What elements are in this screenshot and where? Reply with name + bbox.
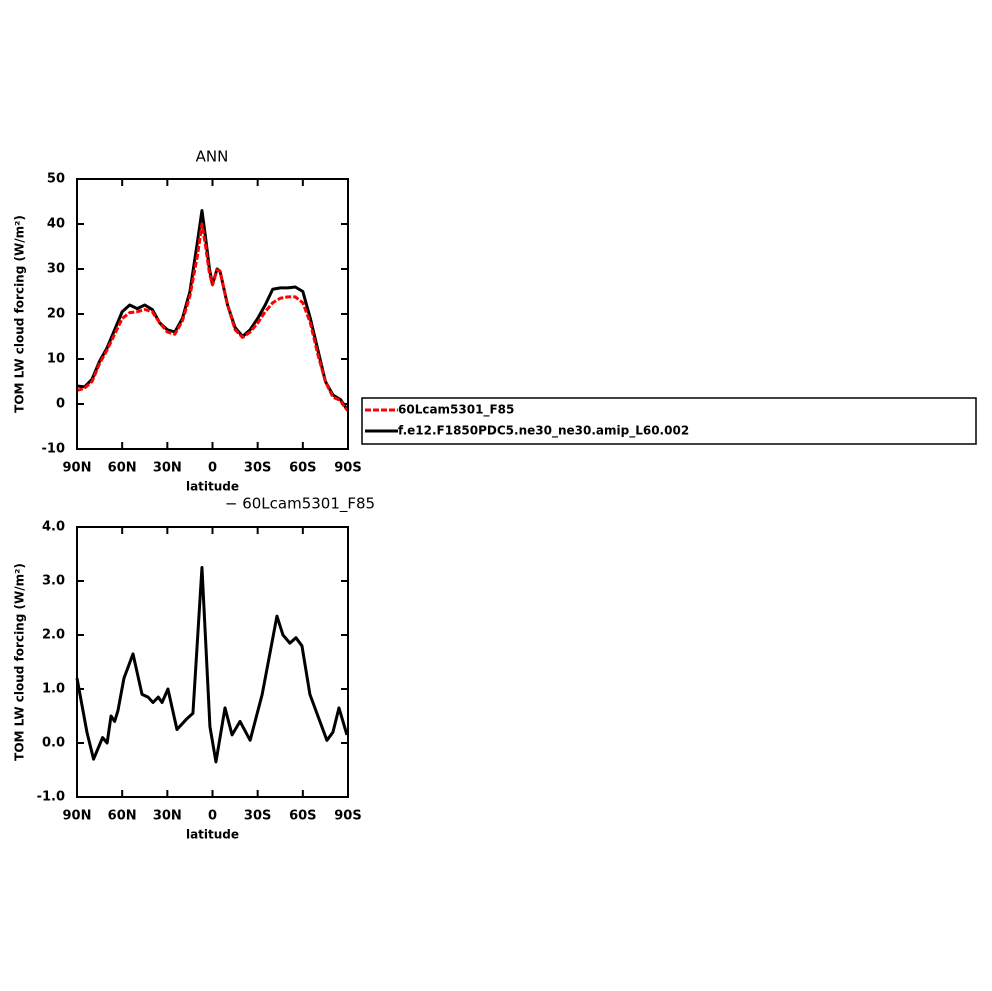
y-tick-label: 40 bbox=[47, 217, 65, 232]
x-tick-label: 90N bbox=[63, 461, 92, 476]
x-tick-label: 0 bbox=[208, 809, 217, 824]
x-tick-label: 60S bbox=[289, 461, 316, 476]
y-tick-label: 2.0 bbox=[42, 628, 65, 643]
x-tick-label: 90S bbox=[334, 809, 361, 824]
x-tick-label: 90N bbox=[63, 809, 92, 824]
y-tick-label: -10 bbox=[42, 442, 66, 457]
series-line bbox=[75, 566, 349, 764]
y-tick-label: 0 bbox=[56, 397, 65, 412]
legend-label: 60Lcam5301_F85 bbox=[398, 403, 514, 418]
x-tick-label: 30S bbox=[244, 461, 271, 476]
x-tick-label: 0 bbox=[208, 461, 217, 476]
y-axis-label: TOM LW cloud forcing (W/m²) bbox=[13, 563, 27, 761]
x-tick-label: 60N bbox=[108, 809, 137, 824]
y-tick-label: 50 bbox=[47, 172, 65, 187]
x-tick-label: 30N bbox=[153, 461, 182, 476]
x-axis-label: latitude bbox=[186, 480, 239, 494]
chart-title: − 60Lcam5301_F85 bbox=[225, 495, 375, 514]
series-line bbox=[76, 222, 350, 412]
chart-title: ANN bbox=[196, 148, 229, 166]
x-axis-label: latitude bbox=[186, 828, 239, 842]
y-axis-label: TOM LW cloud forcing (W/m²) bbox=[13, 215, 27, 413]
x-tick-label: 30N bbox=[153, 809, 182, 824]
y-tick-label: 1.0 bbox=[42, 682, 65, 697]
plot-frame bbox=[76, 526, 349, 798]
x-tick-label: 90S bbox=[334, 461, 361, 476]
y-tick-label: 4.0 bbox=[42, 520, 65, 535]
y-tick-label: 30 bbox=[47, 262, 65, 277]
plot-frame bbox=[76, 178, 349, 450]
x-tick-label: 60N bbox=[108, 461, 137, 476]
y-tick-label: 0.0 bbox=[42, 736, 65, 751]
x-tick-label: 30S bbox=[244, 809, 271, 824]
y-tick-label: 20 bbox=[47, 307, 65, 322]
y-tick-label: 3.0 bbox=[42, 574, 65, 589]
x-tick-label: 60S bbox=[289, 809, 316, 824]
legend-label: f.e12.F1850PDC5.ne30_ne30.amip_L60.002 bbox=[398, 424, 689, 439]
y-tick-label: 10 bbox=[47, 352, 65, 367]
y-tick-label: -1.0 bbox=[37, 790, 65, 805]
legend-box bbox=[361, 397, 977, 445]
